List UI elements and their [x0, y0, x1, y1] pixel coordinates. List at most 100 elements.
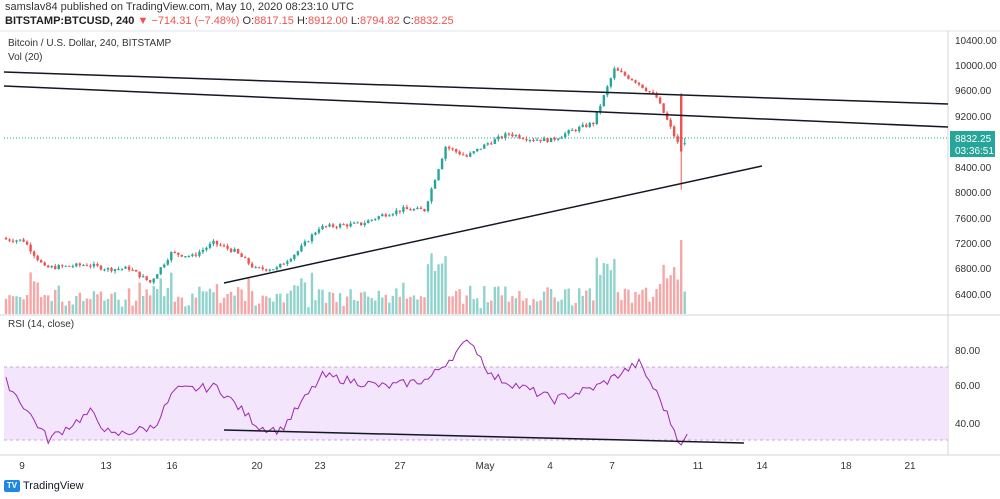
- volume-bar: [71, 304, 75, 314]
- volume-bar: [560, 299, 563, 314]
- rsi-legend: RSI (14, close): [8, 319, 74, 330]
- candle-body: [479, 148, 482, 150]
- volume-bar: [64, 305, 67, 314]
- candle-body: [314, 232, 317, 235]
- candle-body: [497, 136, 500, 140]
- volume-bar: [363, 291, 366, 314]
- time-tick: 23: [314, 461, 326, 472]
- volume-bar: [106, 298, 110, 314]
- candle-body: [289, 259, 293, 262]
- volume-bar: [247, 278, 250, 314]
- candle-body: [560, 137, 563, 139]
- candle-body: [22, 239, 25, 242]
- volume-bar: [229, 291, 233, 314]
- volume-bar: [419, 296, 423, 314]
- candle-body: [36, 255, 39, 261]
- volume-bar: [683, 291, 686, 314]
- volume-bar: [479, 308, 482, 314]
- candle-body: [78, 263, 82, 266]
- candle-body: [381, 214, 384, 217]
- price-axis[interactable]: 10400.00 10000.00 9600.00 9200.00 8400.0…: [955, 36, 997, 301]
- candle-body: [419, 207, 423, 210]
- tradingview-logo[interactable]: TV TradingView: [4, 480, 84, 492]
- candle-body: [282, 263, 286, 265]
- candle-body: [286, 261, 289, 264]
- volume-bar: [497, 286, 500, 314]
- volume-bar: [324, 302, 328, 314]
- volume-bar: [634, 291, 637, 314]
- candle-body: [546, 138, 549, 143]
- volume-bar: [616, 292, 620, 314]
- volume-bar: [359, 292, 363, 314]
- rsi-trendline[interactable]: [223, 429, 745, 444]
- price-change: −714.31 (−7.48%): [151, 15, 240, 27]
- candle-body: [92, 263, 96, 267]
- time-axis[interactable]: 9 13 16 20 23 27 May 4 7 11 14 18 21: [19, 461, 916, 472]
- volume-bar: [296, 285, 300, 314]
- volume-bar: [141, 295, 145, 314]
- resistance-trendline-lower[interactable]: [3, 85, 949, 128]
- candle-body: [170, 252, 173, 261]
- volume-bar: [61, 301, 64, 314]
- volume-bar: [57, 285, 60, 314]
- volume-bar: [395, 288, 398, 314]
- candle-body: [198, 251, 201, 256]
- rsi-tick: 40.00: [955, 419, 980, 430]
- candle-body: [402, 207, 405, 212]
- volume-bar: [662, 264, 665, 314]
- volume-bar: [124, 299, 127, 314]
- volume-bar: [451, 296, 454, 314]
- volume-bar: [648, 301, 651, 314]
- candle-body: [426, 201, 430, 212]
- volume-bar: [198, 286, 201, 314]
- candle-body: [71, 266, 75, 268]
- volume-bar: [113, 292, 117, 314]
- volume-bar: [15, 296, 18, 314]
- candle-body: [279, 263, 282, 268]
- candle-body: [549, 137, 553, 143]
- candle-body: [159, 267, 162, 275]
- volume-bar: [96, 294, 99, 314]
- candle-body: [377, 216, 380, 219]
- candle-body: [476, 148, 479, 152]
- rsi-axis[interactable]: 80.00 60.00 40.00: [955, 346, 980, 430]
- volume-bar: [665, 278, 669, 314]
- candle-body: [504, 133, 507, 139]
- volume-bar: [374, 300, 377, 314]
- volume-bar: [574, 302, 577, 314]
- support-trendline[interactable]: [223, 165, 763, 284]
- candle-body: [588, 122, 591, 127]
- last-price-label: [950, 131, 995, 157]
- volume-bar: [402, 282, 405, 314]
- bar-countdown: 03:36:51: [955, 146, 994, 157]
- candle-body: [367, 220, 370, 224]
- volume-bar: [145, 289, 148, 314]
- time-tick: 27: [394, 461, 406, 472]
- resistance-trendline-upper[interactable]: [3, 71, 949, 105]
- volume-bars: [4, 240, 686, 314]
- candle-body: [25, 241, 29, 245]
- candle-body: [342, 224, 345, 226]
- candle-body: [433, 180, 437, 189]
- candle-body: [180, 254, 184, 257]
- candle-body: [641, 84, 644, 89]
- candle-body: [163, 264, 166, 268]
- candle-body: [89, 265, 92, 267]
- candle-body: [173, 252, 176, 254]
- candle-body: [391, 214, 395, 216]
- candle-body: [226, 246, 229, 249]
- candle-body: [370, 219, 373, 221]
- candle-body: [85, 265, 89, 267]
- volume-bar: [423, 297, 426, 314]
- time-tick: 18: [840, 461, 852, 472]
- candle-body: [483, 144, 486, 149]
- candle-body: [500, 136, 504, 139]
- candle-body: [268, 269, 271, 271]
- candle-body: [458, 151, 461, 155]
- volume-bar: [680, 240, 683, 314]
- volume-bar: [440, 263, 444, 314]
- volume-bar: [430, 253, 433, 314]
- volume-bar: [458, 289, 461, 314]
- volume-bar: [542, 291, 546, 314]
